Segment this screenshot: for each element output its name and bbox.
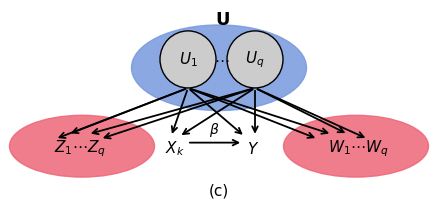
Ellipse shape bbox=[227, 31, 283, 88]
Text: $\mathbf{U}$: $\mathbf{U}$ bbox=[215, 11, 230, 29]
Ellipse shape bbox=[160, 31, 216, 88]
Text: $Y$: $Y$ bbox=[247, 141, 259, 157]
Text: $U_1$: $U_1$ bbox=[179, 50, 198, 69]
Text: $U_q$: $U_q$ bbox=[245, 49, 265, 70]
Text: (c): (c) bbox=[209, 184, 229, 199]
Ellipse shape bbox=[10, 115, 155, 177]
Text: $W_1 \cdots W_q$: $W_1 \cdots W_q$ bbox=[328, 138, 389, 159]
Text: $X_k$: $X_k$ bbox=[165, 139, 185, 158]
Ellipse shape bbox=[283, 115, 428, 177]
Text: $Z_1 \cdots Z_q$: $Z_1 \cdots Z_q$ bbox=[54, 138, 106, 159]
Ellipse shape bbox=[131, 25, 307, 110]
Text: $\cdots$: $\cdots$ bbox=[214, 52, 230, 67]
Text: $\beta$: $\beta$ bbox=[209, 121, 219, 139]
